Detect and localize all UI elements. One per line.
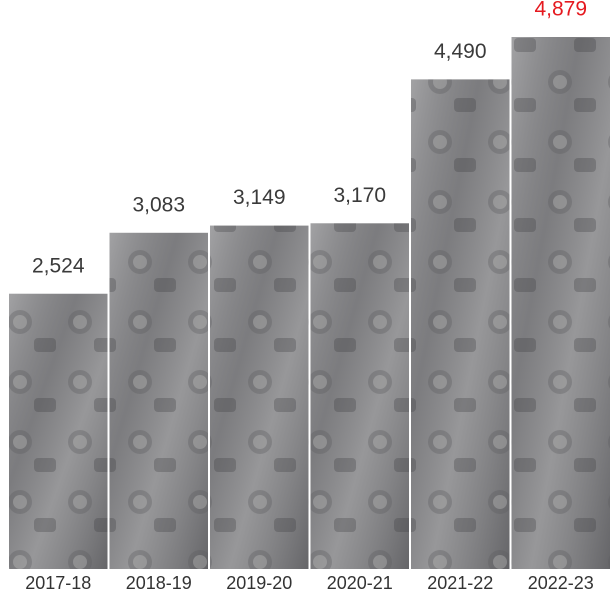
value-label: 2,524 [32, 254, 85, 277]
value-label: 4,490 [434, 40, 487, 63]
bar-texture [411, 79, 510, 569]
x-tick-label: 2021-22 [427, 573, 493, 593]
bar-texture [210, 225, 309, 569]
bar-texture [511, 37, 610, 569]
bar-texture [9, 293, 108, 569]
x-tick-label: 2020-21 [327, 573, 393, 593]
x-tick-label: 2019-20 [226, 573, 292, 593]
value-label: 3,170 [333, 184, 386, 207]
x-tick-label: 2022-23 [528, 573, 594, 593]
value-label: 3,083 [132, 193, 185, 216]
bar-texture [109, 232, 208, 570]
x-tick-label: 2017-18 [25, 573, 91, 593]
value-label: 3,149 [233, 186, 286, 209]
x-tick-label: 2018-19 [126, 573, 192, 593]
value-label: 4,879 [534, 0, 587, 21]
bar-texture [310, 223, 409, 569]
